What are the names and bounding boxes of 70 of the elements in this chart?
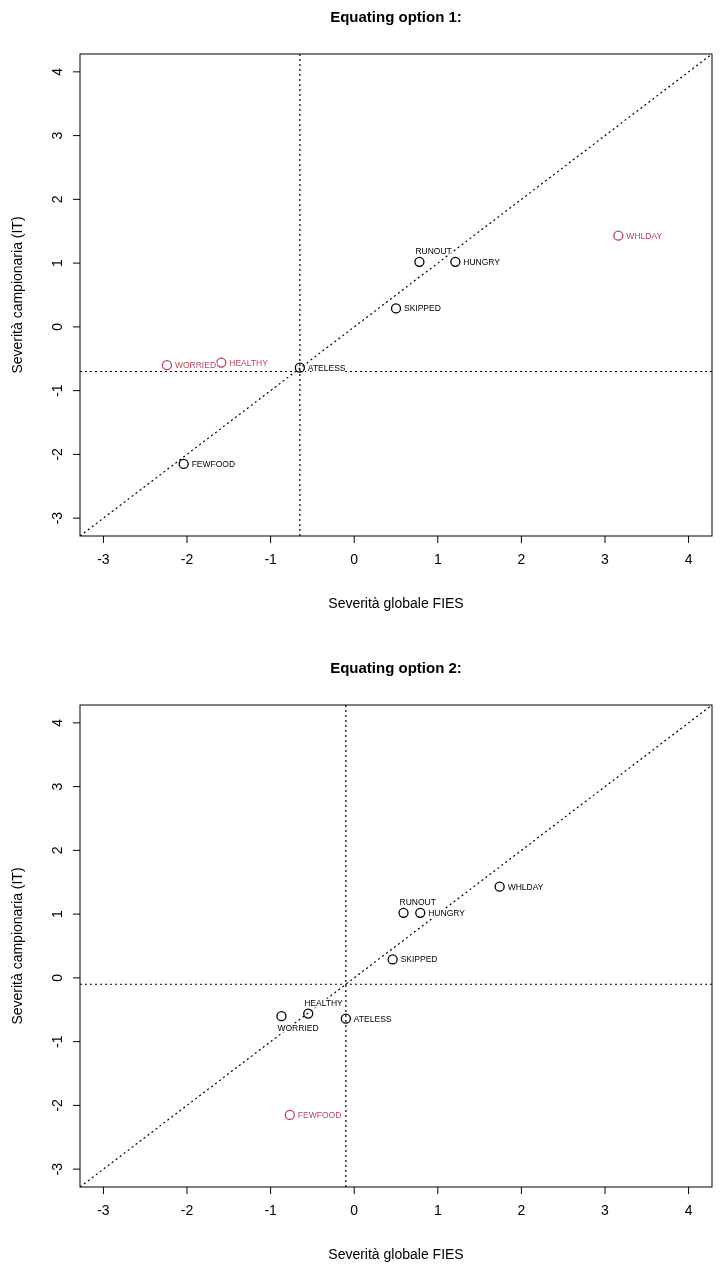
y-tick-label: 3 <box>49 131 65 140</box>
y-tick-label: 0 <box>49 322 65 331</box>
x-tick-label: 0 <box>350 551 359 567</box>
annotation: WHLDAY <box>626 230 663 241</box>
x-tick-label: 4 <box>684 551 693 567</box>
point <box>398 907 409 918</box>
annotation: WHLDAY <box>507 881 544 892</box>
y-tick-label: -2 <box>49 1098 65 1112</box>
point <box>494 881 505 892</box>
chart-title: Equating option 1: <box>330 8 462 25</box>
x-tick-label: -3 <box>97 1202 110 1218</box>
chart-title: Equating option 2: <box>330 659 462 676</box>
x-tick-label: -2 <box>180 551 194 567</box>
annotation: WORRIED <box>174 360 217 371</box>
x-tick-label: -1 <box>264 1202 278 1218</box>
annotation: RUNOUT <box>415 245 452 256</box>
x-tick-label: 2 <box>517 551 526 567</box>
annotation: ATELESS <box>353 1013 392 1024</box>
y-tick-label: -2 <box>49 447 65 461</box>
point <box>340 1013 351 1024</box>
y-tick-label: 3 <box>49 782 65 791</box>
point <box>276 1010 287 1022</box>
y-tick-label: 2 <box>49 846 65 855</box>
x-tick-label: 3 <box>601 1202 610 1218</box>
y-tick-label: 4 <box>49 718 65 727</box>
point <box>414 256 425 267</box>
x-tick-label: -1 <box>264 551 278 567</box>
x-tick-label: 4 <box>684 1202 693 1218</box>
annotation: RUNOUT <box>399 896 436 907</box>
annotation: FEWFOOD <box>297 1109 342 1120</box>
point <box>303 1008 314 1019</box>
x-axis-title: Severità globale FIES <box>328 1246 464 1262</box>
y-tick-label: 4 <box>49 67 65 76</box>
annotation: SKIPPED <box>404 303 441 314</box>
point <box>415 907 426 918</box>
x-tick-label: 1 <box>433 1202 442 1218</box>
x-axis-title: Severità globale FIES <box>328 595 464 611</box>
point <box>390 303 402 314</box>
x-tick-label: 2 <box>517 1202 526 1218</box>
point <box>450 256 461 267</box>
y-axis-title: Severità campionaria (IT) <box>9 216 25 374</box>
x-tick-label: 0 <box>350 1202 359 1218</box>
y-tick-label: 0 <box>49 973 65 982</box>
y-tick-label: 1 <box>49 259 65 268</box>
point <box>284 1109 295 1121</box>
x-tick-label: 1 <box>433 551 442 567</box>
x-tick-label: 3 <box>601 551 610 567</box>
point <box>613 230 624 241</box>
x-tick-label: -2 <box>180 1202 194 1218</box>
annotation: HUNGRY <box>463 256 501 267</box>
y-tick-label: -3 <box>49 1162 65 1176</box>
point <box>178 458 189 470</box>
point <box>216 357 227 368</box>
y-tick-label: -1 <box>49 1035 65 1048</box>
y-axis-title: Severità campionaria (IT) <box>9 867 25 1025</box>
annotation: WORRIED <box>277 1023 319 1034</box>
y-tick-label: 1 <box>49 910 65 919</box>
y-tick-label: -3 <box>49 511 65 525</box>
x-tick-label: -3 <box>97 551 110 567</box>
annotation: HEALTHY <box>304 997 344 1008</box>
y-tick-label: -1 <box>49 384 65 397</box>
annotation: FEWFOOD <box>191 458 236 469</box>
annotation: HEALTHY <box>229 357 269 368</box>
y-tick-label: 2 <box>49 195 65 204</box>
point <box>161 359 173 371</box>
point <box>387 954 398 965</box>
annotation: SKIPPED <box>400 954 438 965</box>
annotation: HUNGRY <box>428 907 466 918</box>
annotation: ATELESS <box>307 362 346 373</box>
point <box>294 362 306 373</box>
